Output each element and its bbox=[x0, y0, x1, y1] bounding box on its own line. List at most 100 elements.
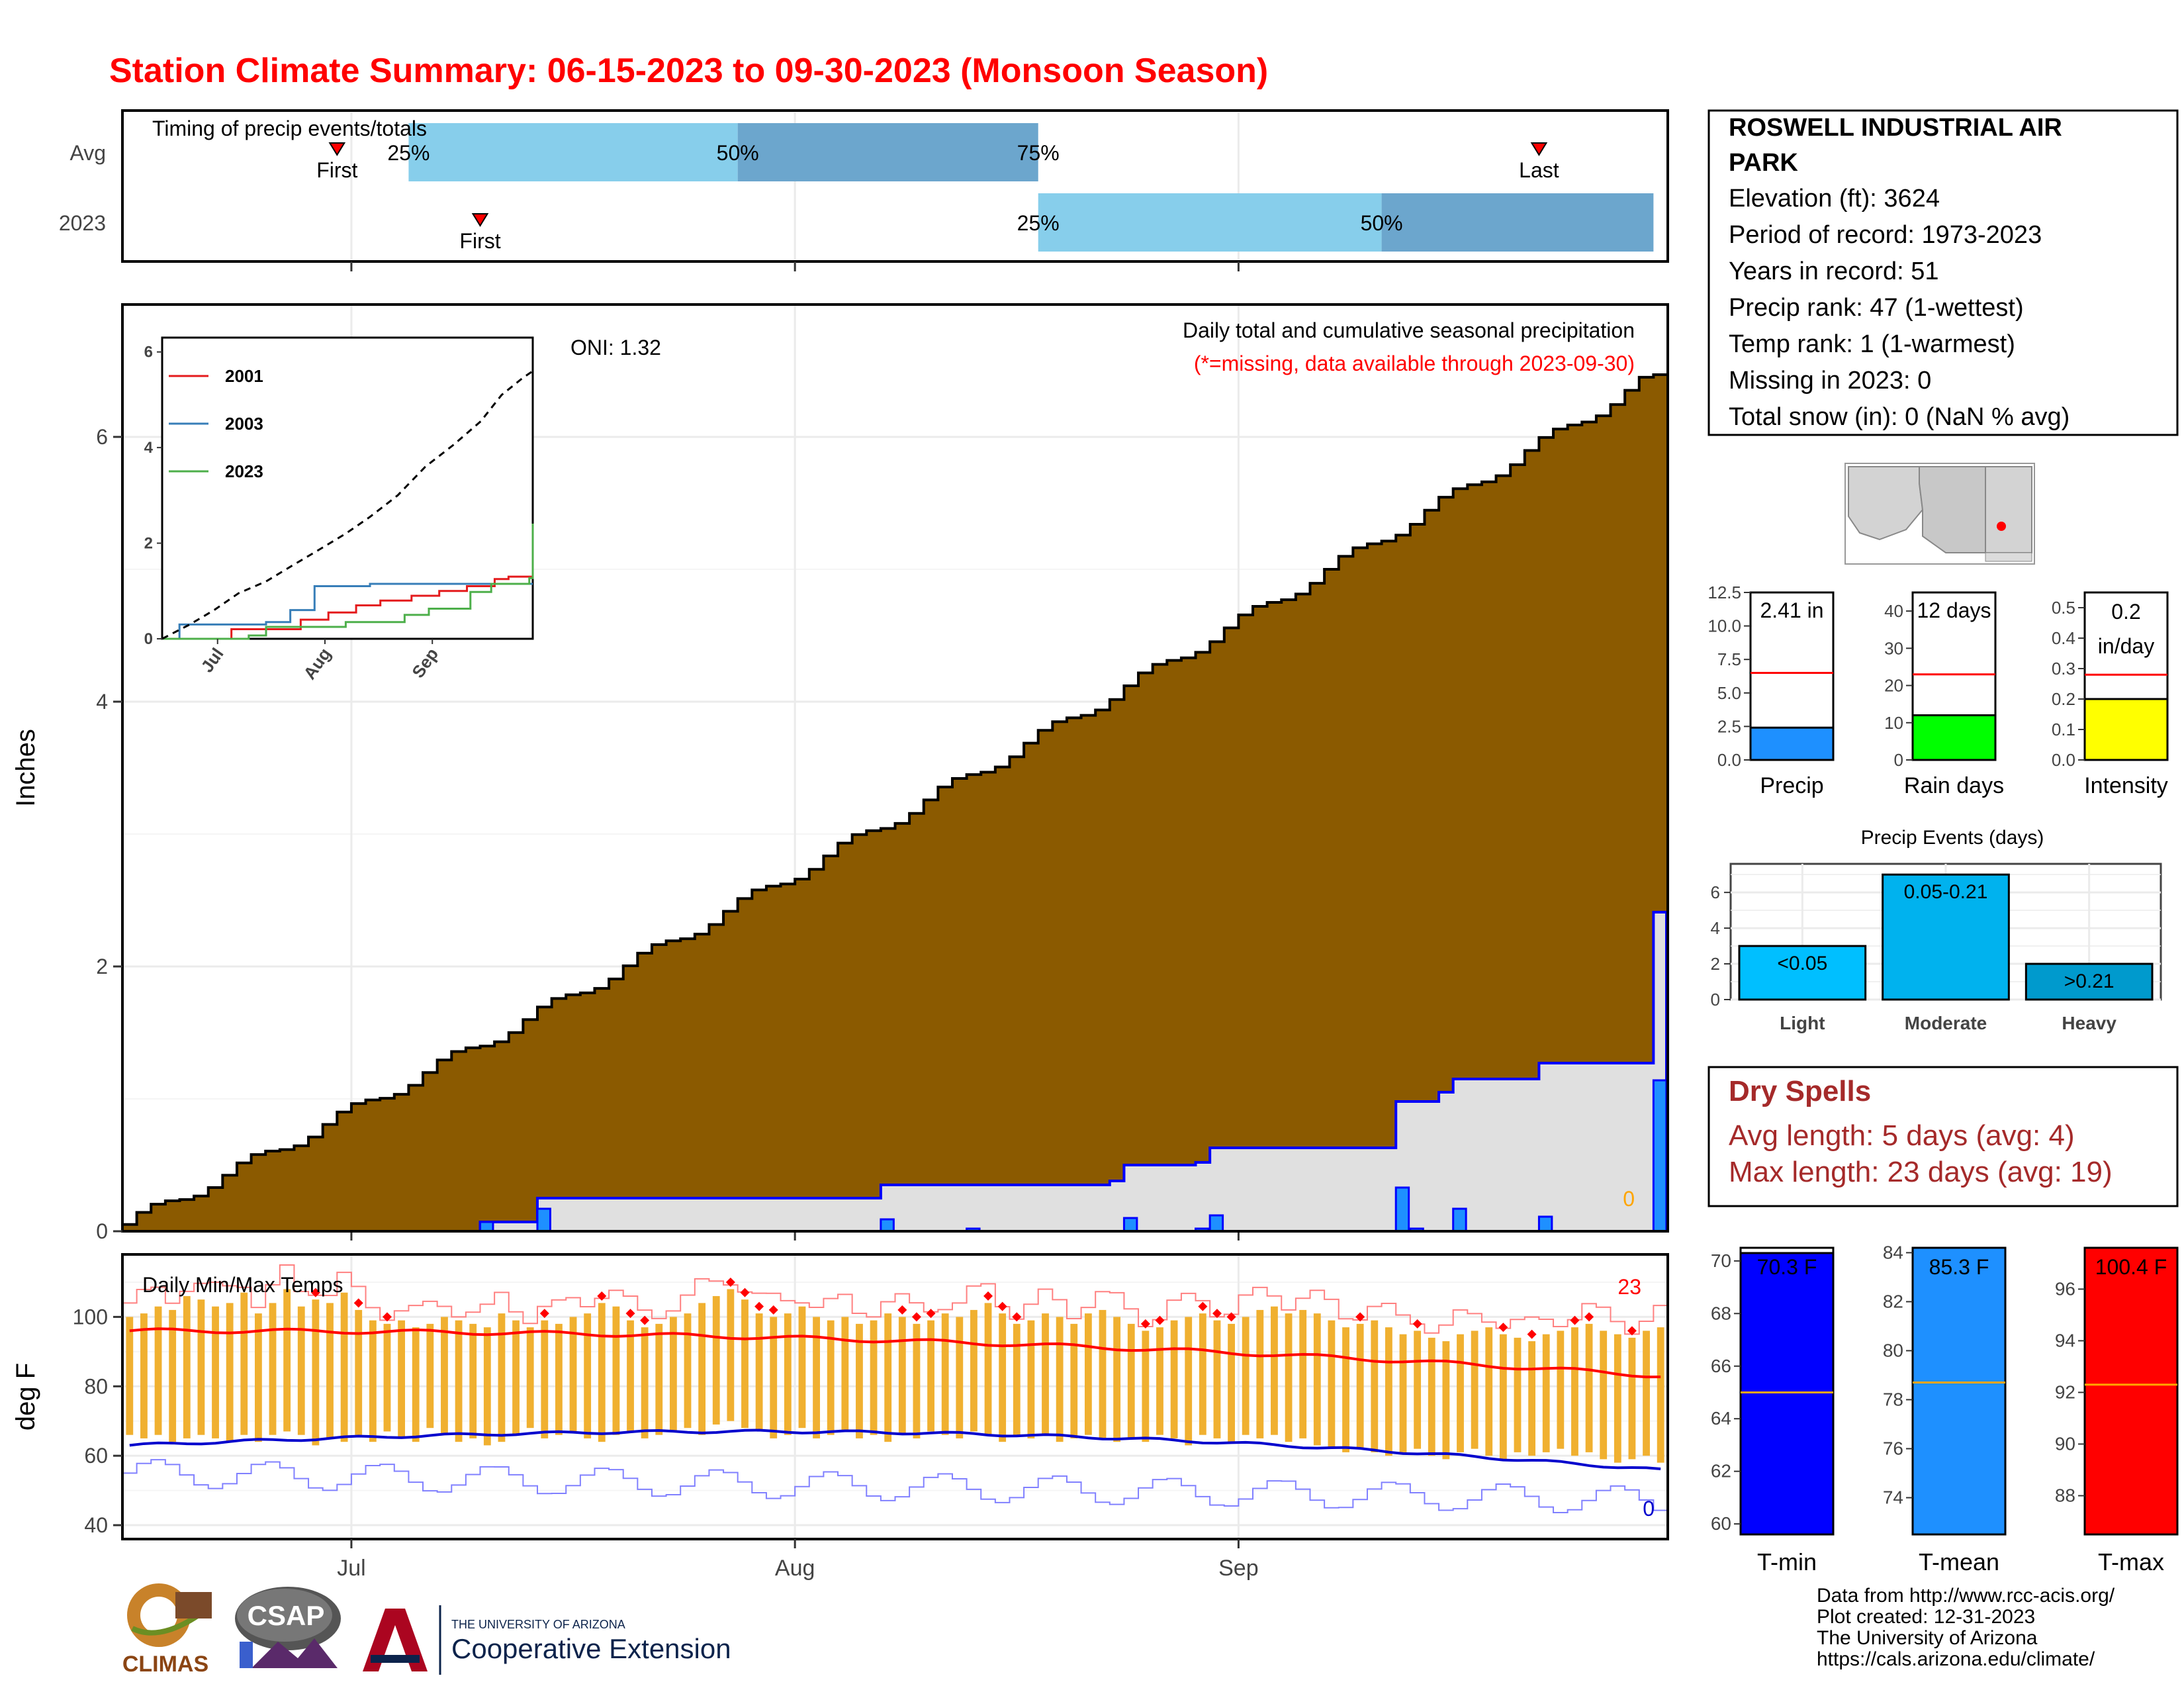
gauge-tick-label: 0.1 bbox=[2052, 720, 2075, 739]
temp-gauge-value: 85.3 F bbox=[1929, 1255, 1989, 1279]
gauge-name: Rain days bbox=[1904, 773, 2004, 798]
daily-temp-bar bbox=[355, 1309, 363, 1435]
record-high-marker bbox=[1155, 1315, 1165, 1325]
inset-ytick-label: 0 bbox=[144, 630, 153, 648]
station-location-marker bbox=[1997, 522, 2006, 531]
gauge-tick-label: 40 bbox=[1884, 601, 1903, 621]
daily-temp-bar bbox=[1571, 1327, 1578, 1456]
quartile-label: 25% bbox=[387, 141, 430, 165]
event-bar bbox=[2025, 962, 2154, 1001]
events-ytick-label: 4 bbox=[1711, 918, 1720, 938]
record-high-marker bbox=[1212, 1309, 1222, 1319]
quartile-label: 25% bbox=[1017, 211, 1060, 235]
temp-ytick-label: 60 bbox=[84, 1444, 108, 1468]
inset-legend-label: 2001 bbox=[225, 366, 263, 386]
daily-temp-bar bbox=[498, 1313, 506, 1442]
temp-ytick-label: 40 bbox=[84, 1513, 108, 1537]
daily-precip-bar bbox=[1208, 1214, 1224, 1233]
daily-precip-bar bbox=[1122, 1217, 1138, 1233]
station-info-line: Period of record: 1973-2023 bbox=[1729, 221, 2042, 249]
event-bar-label: <0.05 bbox=[1777, 953, 1827, 974]
gauge-value-label: 12 days bbox=[1917, 598, 1991, 622]
daily-temp-bar bbox=[1557, 1331, 1565, 1449]
temp-gauge-name: T-max bbox=[2098, 1548, 2164, 1575]
record-high-marker bbox=[1012, 1312, 1022, 1322]
footer-credits: Data from http://www.rcc-acis.org/Plot c… bbox=[1817, 1585, 2115, 1670]
record-high-marker bbox=[1226, 1312, 1236, 1322]
daily-temp-bar bbox=[1070, 1323, 1078, 1438]
daily-temp-bar bbox=[1127, 1323, 1135, 1438]
2023-quartile-bar-high bbox=[1381, 193, 1654, 252]
daily-temp-bar bbox=[369, 1320, 377, 1442]
daily-temp-bar bbox=[555, 1323, 563, 1435]
ua-big-text: Cooperative Extension bbox=[451, 1633, 731, 1664]
event-bar-label: >0.21 bbox=[2064, 970, 2115, 992]
record-low-line bbox=[122, 1459, 1668, 1514]
daily-temp-bar bbox=[441, 1317, 448, 1435]
daily-temp-bar bbox=[212, 1306, 219, 1438]
daily-temp-bar bbox=[283, 1289, 291, 1432]
daily-temp-bar bbox=[1328, 1320, 1336, 1449]
daily-temp-bar bbox=[684, 1313, 692, 1429]
station-name-line2: PARK bbox=[1729, 149, 1798, 177]
dry-spells-avg: Avg length: 5 days (avg: 4) bbox=[1729, 1119, 2075, 1152]
avg-max-temp-line bbox=[129, 1327, 1661, 1379]
daily-precip-bar bbox=[536, 1207, 551, 1233]
event-category-label: Heavy bbox=[2062, 1013, 2116, 1033]
daily-temp-bar bbox=[569, 1317, 577, 1432]
record-high-marker bbox=[997, 1301, 1007, 1311]
gauge-tick-label: 0.0 bbox=[2052, 750, 2075, 770]
daily-temp-bar bbox=[1271, 1306, 1278, 1435]
avg-quartile-bar-low bbox=[408, 123, 738, 181]
record-high-marker bbox=[897, 1305, 907, 1315]
event-category-label: Light bbox=[1780, 1013, 1825, 1033]
gauge-tick-label: 0.0 bbox=[1717, 750, 1741, 770]
gauge-value-label: 0.2 bbox=[2111, 600, 2140, 624]
daily-temp-bar bbox=[1313, 1313, 1321, 1446]
daily-temp-bar bbox=[669, 1317, 677, 1432]
daily-temp-bar bbox=[1614, 1334, 1621, 1463]
daily-temp-bar bbox=[1356, 1323, 1364, 1449]
temperature-gauges: 60 62 64 66 68 70 70.3 F T-min 74 76 78 80 82 84 85.3 … bbox=[1711, 1242, 2179, 1575]
daily-temp-bar bbox=[326, 1303, 334, 1438]
ua-logo: THE UNIVERSITY OF ARIZONA Cooperative Ex… bbox=[363, 1605, 731, 1675]
daily-temp-bar bbox=[1156, 1327, 1163, 1435]
daily-temp-bar bbox=[1371, 1320, 1379, 1452]
station-info-line: Years in record: 51 bbox=[1729, 258, 1939, 285]
record-high-marker bbox=[1498, 1323, 1508, 1333]
2023-quartile-bar-low bbox=[1038, 193, 1382, 252]
temp-gauge-tick-label: 66 bbox=[1711, 1356, 1731, 1376]
station-info-box: ROSWELL INDUSTRIAL AIR PARK Elevation (f… bbox=[1707, 109, 2179, 436]
station-info-line: Temp rank: 1 (1-warmest) bbox=[1729, 330, 2015, 358]
daily-precip-bar bbox=[1537, 1215, 1553, 1233]
gauge-tick-label: 0 bbox=[1894, 750, 1903, 770]
daily-temp-bar bbox=[254, 1313, 262, 1442]
temp-gauge-tick-label: 90 bbox=[2055, 1433, 2075, 1454]
temp-gauge-tick-label: 64 bbox=[1711, 1408, 1731, 1429]
temp-gauge-tick-label: 94 bbox=[2055, 1330, 2075, 1350]
gauge-tick-label: 0.3 bbox=[2052, 659, 2075, 679]
daily-precip-bar bbox=[1394, 1186, 1410, 1233]
daily-temp-bar bbox=[1643, 1331, 1650, 1456]
daily-temp-bar bbox=[1185, 1317, 1193, 1446]
inset-legend-label: 2003 bbox=[225, 414, 263, 434]
gauge-tick-label: 2.5 bbox=[1717, 716, 1741, 736]
daily-temp-bar bbox=[913, 1323, 921, 1438]
avg-cumulative-area bbox=[121, 373, 1669, 1233]
temp-panel-label: Daily Min/Max Temps bbox=[142, 1273, 343, 1297]
gauge-name: Intensity bbox=[2084, 773, 2168, 798]
timing-marker bbox=[471, 213, 489, 227]
daily-temp-bar bbox=[297, 1306, 305, 1435]
station-info-line: Elevation (ft): 3624 bbox=[1729, 185, 1940, 212]
inset-series-line bbox=[161, 370, 533, 640]
gauge-tick-label: 30 bbox=[1884, 638, 1903, 658]
gauge-tick-label: 10.0 bbox=[1707, 616, 1741, 636]
daily-temp-bar bbox=[870, 1320, 878, 1435]
daily-temp-bar bbox=[941, 1313, 949, 1435]
daily-temp-bar bbox=[627, 1320, 634, 1432]
daily-temp-bar bbox=[1170, 1320, 1178, 1438]
dry-spells-box: Dry Spells Avg length: 5 days (avg: 4) M… bbox=[1707, 1066, 2179, 1207]
record-high-marker bbox=[625, 1309, 635, 1319]
event-bar bbox=[1882, 873, 2010, 1001]
timing-row-avg: Avg bbox=[69, 141, 106, 165]
